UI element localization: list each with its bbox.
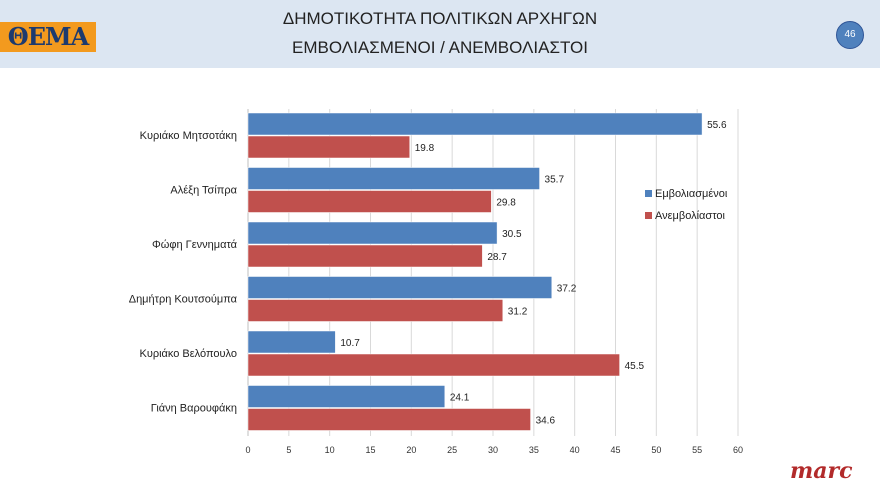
data-label: 37.2: [557, 284, 577, 295]
x-tick-label: 30: [488, 445, 498, 455]
bar-unvaccinated: [247, 135, 410, 159]
x-tick-label: 15: [365, 445, 375, 455]
x-tick-label: 40: [570, 445, 580, 455]
x-tick-label: 55: [692, 445, 702, 455]
category-label: Γιάνη Βαρουφάκη: [151, 403, 237, 415]
bar-vaccinated: [247, 330, 336, 354]
x-tick-label: 35: [529, 445, 539, 455]
bar-unvaccinated: [247, 299, 504, 322]
data-label: 19.8: [415, 143, 435, 154]
data-label: 24.1: [450, 393, 470, 404]
category-label: Δημήτρη Κουτσούμπα: [129, 294, 238, 306]
bar-unvaccinated: [247, 190, 492, 213]
bar-vaccinated: [247, 167, 540, 190]
bar-unvaccinated: [247, 353, 620, 377]
data-label: 28.7: [487, 252, 507, 263]
header-band: ΘΕΜΑ ΔΗΜΟΤΙΚΟΤΗΤΑ ΠΟΛΙΤΙΚΩΝ ΑΡΧΗΓΩΝ ΕΜΒΟ…: [0, 0, 880, 68]
data-label: 31.2: [508, 307, 528, 318]
title-line-1: ΔΗΜΟΤΙΚΟΤΗΤΑ ΠΟΛΙΤΙΚΩΝ ΑΡΧΗΓΩΝ: [282, 9, 598, 28]
bar-unvaccinated: [247, 244, 483, 268]
x-tick-label: 0: [245, 445, 250, 455]
legend-swatch: [645, 212, 652, 219]
marc-logo: marc: [790, 458, 853, 484]
bar-vaccinated: [247, 112, 703, 136]
page-number-badge: 46: [836, 21, 864, 49]
legend-label: Ανεμβολίαστοι: [655, 210, 726, 222]
logo: ΘΕΜΑ: [0, 22, 96, 52]
bar-unvaccinated: [247, 408, 531, 431]
x-tick-label: 60: [733, 445, 743, 455]
x-tick-label: 45: [610, 445, 620, 455]
data-label: 34.6: [536, 416, 556, 427]
bar-vaccinated: [247, 276, 553, 299]
category-label: Κυριάκο Μητσοτάκη: [140, 130, 237, 142]
data-label: 35.7: [545, 175, 565, 186]
x-tick-label: 10: [325, 445, 335, 455]
data-label: 45.5: [625, 361, 645, 372]
data-label: 10.7: [340, 338, 360, 349]
category-label: Φώφη Γεννηματά: [152, 239, 238, 251]
category-label: Αλέξη Τσίπρα: [170, 185, 237, 197]
legend-swatch: [645, 190, 652, 197]
data-label: 55.6: [707, 120, 727, 131]
x-tick-label: 25: [447, 445, 457, 455]
legend-label: Εμβολιασμένοι: [655, 188, 728, 200]
data-label: 29.8: [496, 198, 516, 209]
x-tick-label: 5: [286, 445, 291, 455]
bar-vaccinated: [247, 221, 498, 245]
x-tick-label: 20: [406, 445, 416, 455]
x-tick-label: 50: [651, 445, 661, 455]
title-line-2: ΕΜΒΟΛΙΑΣΜΕΝΟΙ / ΑΝΕΜΒΟΛΙΑΣΤΟΙ: [292, 38, 588, 57]
category-label: Κυριάκο Βελόπουλο: [139, 348, 237, 360]
data-label: 30.5: [502, 229, 522, 240]
bar-vaccinated: [247, 385, 446, 408]
